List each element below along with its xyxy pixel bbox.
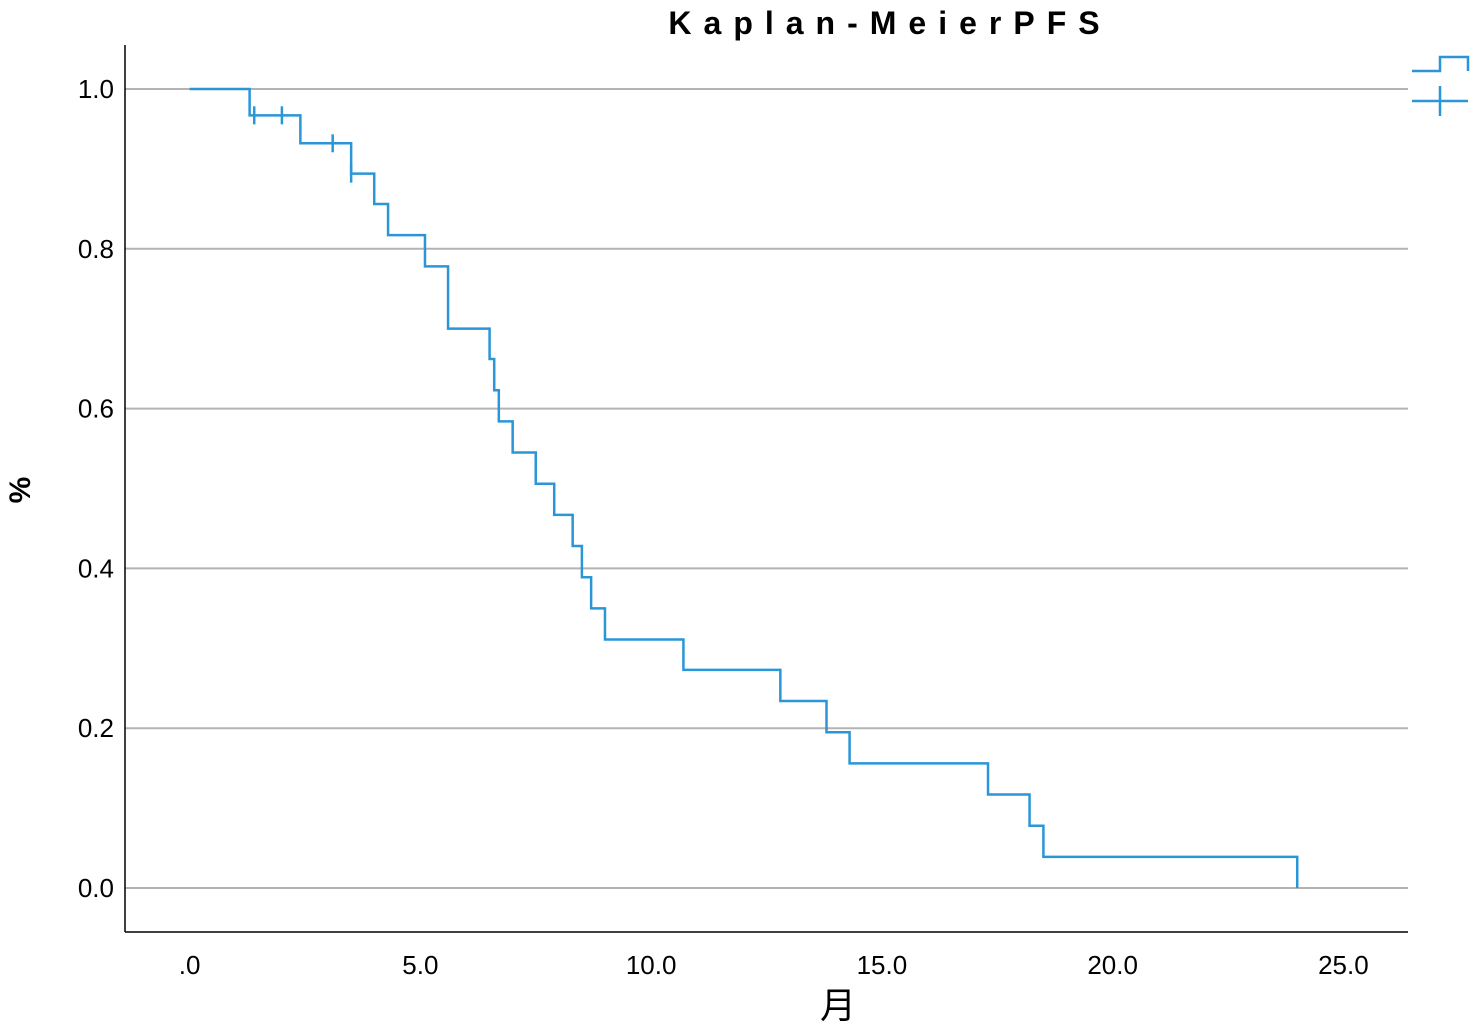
x-axis-label: 月 xyxy=(820,986,856,1025)
x-tick-label: 10.0 xyxy=(626,950,677,980)
y-tick-label: 0.6 xyxy=(78,394,114,424)
x-tick-label: .0 xyxy=(179,950,201,980)
survival-series xyxy=(189,87,1299,889)
x-tick-label: 15.0 xyxy=(857,950,908,980)
x-tick-label: 5.0 xyxy=(402,950,438,980)
chart-title: Kaplan-MeierPFS xyxy=(668,5,1111,41)
y-tick-label: 1.0 xyxy=(78,74,114,104)
x-tick-label: 25.0 xyxy=(1318,950,1369,980)
y-tick-label: 0.4 xyxy=(78,553,114,583)
gridlines xyxy=(125,87,1408,890)
y-tick-label: 0.0 xyxy=(78,873,114,903)
survival-step-line xyxy=(189,87,1299,889)
y-tick-label: 0.2 xyxy=(78,713,114,743)
y-axis-label: % xyxy=(4,477,37,504)
legend xyxy=(1412,55,1470,116)
y-tick-label: 0.8 xyxy=(78,234,114,264)
axes xyxy=(124,45,1408,933)
x-tick-label: 20.0 xyxy=(1087,950,1138,980)
y-tick-labels: 0.0 0.2 0.4 0.6 0.8 1.0 xyxy=(78,74,114,903)
x-tick-labels: .0 5.0 10.0 15.0 20.0 25.0 xyxy=(179,950,1369,980)
legend-survival-function-swatch xyxy=(1412,55,1470,73)
